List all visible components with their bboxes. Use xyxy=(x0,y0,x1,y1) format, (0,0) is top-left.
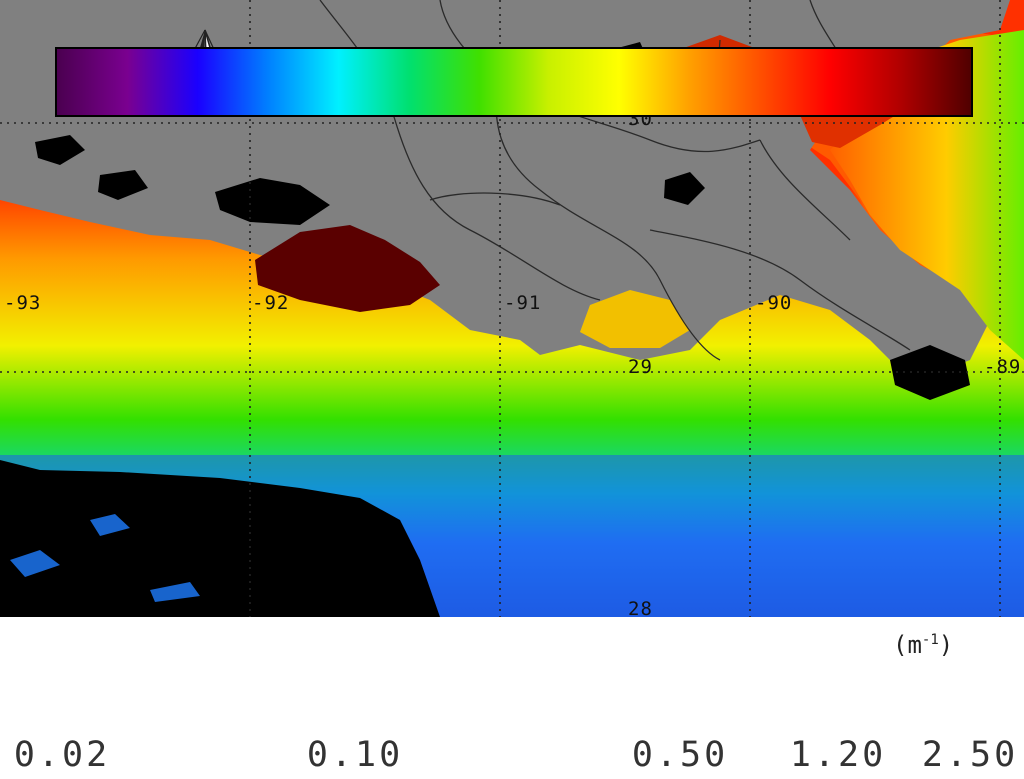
lon-label-91: -91 xyxy=(504,292,542,314)
delta-nodata xyxy=(890,345,970,400)
tick-label-2: 0.50 xyxy=(631,735,729,775)
lake-inland-west xyxy=(215,178,330,225)
atchafalaya-bay xyxy=(580,290,690,348)
tick-label-1: 0.10 xyxy=(306,735,404,775)
lat-label-29: 29 xyxy=(628,356,653,378)
tick-label-0: 0.02 xyxy=(13,735,111,775)
nodata-region xyxy=(0,460,440,617)
colorbar xyxy=(55,47,973,117)
lat-label-28: 28 xyxy=(628,598,653,618)
colorbar-panel xyxy=(0,617,1024,779)
lon-label-93: -93 xyxy=(4,292,42,314)
graticule xyxy=(0,0,1024,617)
lon-label-89: -89 xyxy=(984,356,1022,378)
lon-label-90: -90 xyxy=(755,292,793,314)
tick-label-3: 1.20 xyxy=(789,735,887,775)
unit-label: (m-1) xyxy=(893,631,954,659)
lake-inland-far-west xyxy=(35,135,148,200)
tick-label-4: 2.50 xyxy=(921,735,1019,775)
lon-label-92: -92 xyxy=(252,292,290,314)
lake-small-center xyxy=(664,172,705,205)
nodata-speckle xyxy=(10,514,200,602)
vermilion-bay xyxy=(255,225,440,312)
